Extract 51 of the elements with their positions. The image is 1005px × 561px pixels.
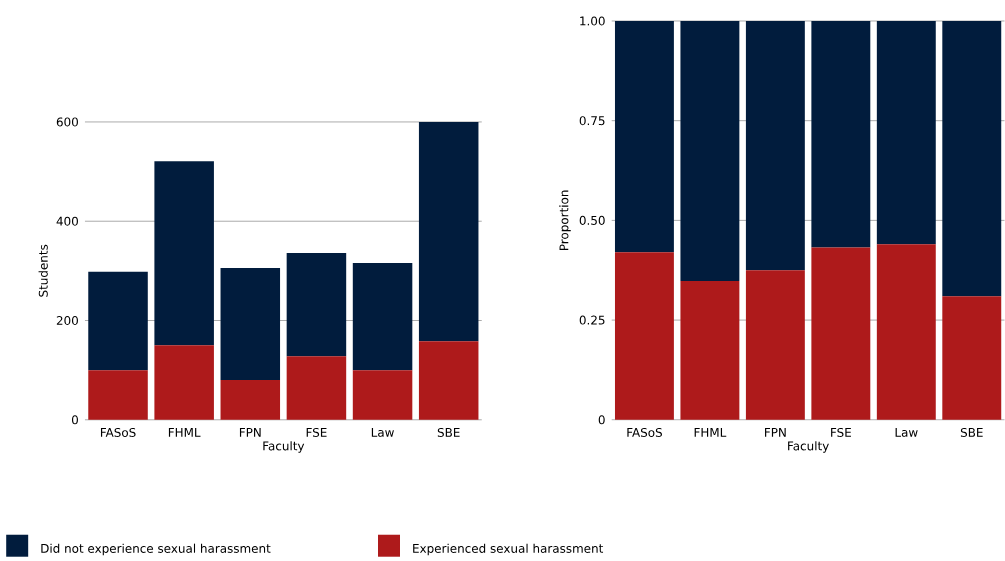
x-tick-label: FASoS <box>627 428 662 438</box>
bar <box>220 380 281 420</box>
y-tick-label: 0 <box>598 415 605 425</box>
legend-label: Experienced sexual harassment <box>413 543 604 556</box>
x-tick-label: FASoS <box>100 428 136 438</box>
bar <box>88 272 148 371</box>
y-tick-label: 1.00 <box>580 16 605 26</box>
bar <box>876 21 936 245</box>
bar <box>680 281 740 420</box>
bar <box>418 122 479 342</box>
bar <box>942 21 1002 297</box>
x-tick-label: SBE <box>437 428 460 438</box>
x-tick-label: FPN <box>765 428 786 437</box>
x-tick-label: SBE <box>960 428 983 438</box>
x-tick-label: FSE <box>831 428 851 438</box>
x-tick-label: FSE <box>306 428 327 438</box>
y-axis-title: Students <box>38 244 48 297</box>
x-tick-label: Law <box>895 428 918 437</box>
y-tick-label: 600 <box>56 117 78 127</box>
bar <box>154 345 214 420</box>
x-tick-label: FHML <box>168 428 201 437</box>
bar <box>352 370 413 420</box>
y-tick-label: 400 <box>56 216 78 226</box>
x-tick-label: FPN <box>239 428 261 437</box>
x-axis-title: Faculty <box>263 441 305 453</box>
bar <box>745 270 805 420</box>
bar <box>942 296 1002 420</box>
y-axis-title: Proportion <box>559 190 571 251</box>
bar <box>614 252 674 420</box>
y-tick-label: 200 <box>56 316 78 326</box>
bar <box>352 263 413 371</box>
bar <box>876 244 936 420</box>
y-tick-label: 0.50 <box>579 216 605 226</box>
y-tick-label: 0.75 <box>579 116 605 126</box>
bar <box>220 268 281 381</box>
bar <box>680 21 740 282</box>
x-axis-title: Faculty <box>788 441 829 453</box>
bar <box>286 356 347 420</box>
bar <box>154 161 214 346</box>
x-tick-label: FHML <box>694 428 727 437</box>
bar <box>286 253 347 357</box>
bar <box>745 21 805 271</box>
bar <box>418 341 479 420</box>
y-tick-label: 0 <box>71 415 78 425</box>
bar <box>614 21 674 253</box>
y-tick-label: 0.25 <box>579 315 605 325</box>
bar <box>811 21 871 248</box>
bar <box>88 370 148 420</box>
x-tick-label: Law <box>371 428 394 437</box>
bar <box>811 247 871 420</box>
legend-label: Did not experience sexual harassment <box>41 543 271 556</box>
